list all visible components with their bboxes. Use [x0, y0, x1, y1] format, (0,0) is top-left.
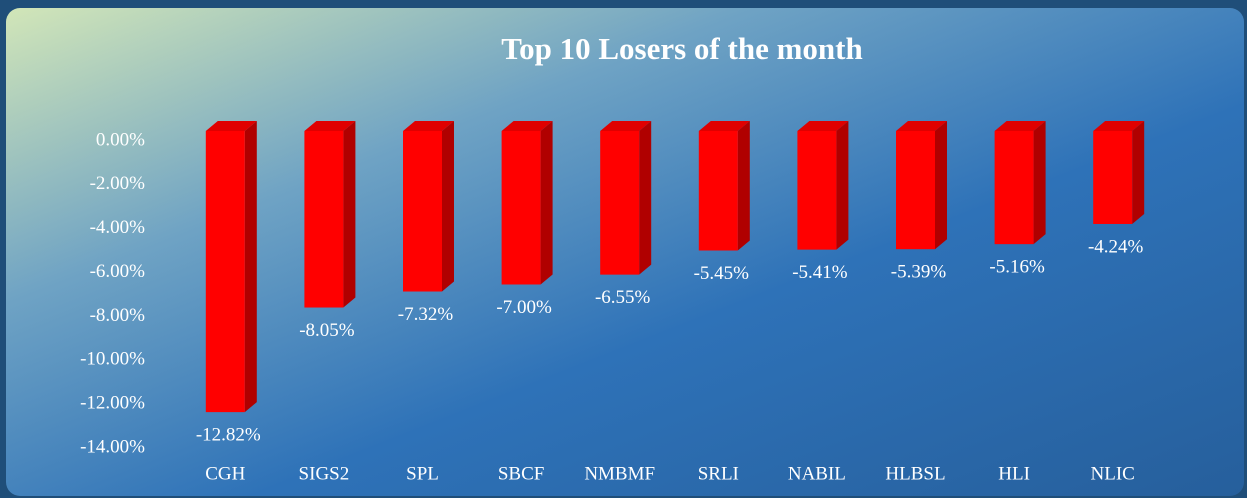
x-tick-label: SPL: [406, 463, 439, 484]
bar-side: [836, 121, 849, 250]
x-tick-label: NMBMF: [584, 463, 655, 484]
bar-side: [639, 121, 652, 275]
bar: [896, 131, 935, 250]
y-tick-label: -4.00%: [90, 217, 146, 238]
data-label: -7.00%: [496, 297, 552, 318]
data-label: -5.41%: [792, 262, 848, 283]
bar-top: [304, 121, 356, 131]
data-label: -8.05%: [299, 320, 355, 341]
y-tick-label: -10.00%: [80, 349, 145, 370]
x-tick-label: HLI: [998, 463, 1030, 484]
y-tick-label: -8.00%: [90, 305, 146, 326]
bar-top: [698, 121, 750, 131]
bar: [205, 131, 245, 413]
data-label: -12.82%: [196, 424, 261, 445]
bar-side: [737, 121, 750, 251]
bar-top: [600, 121, 652, 131]
y-tick-label: -14.00%: [80, 436, 145, 457]
x-tick-label: CGH: [205, 463, 245, 484]
bar: [1093, 131, 1133, 224]
x-tick-label: HLBSL: [885, 463, 945, 484]
bar-side: [1132, 121, 1145, 224]
x-tick-label: NLIC: [1091, 463, 1135, 484]
y-tick-label: -12.00%: [80, 393, 145, 414]
x-tick-label: SBCF: [498, 463, 544, 484]
x-tick-label: SIGS2: [299, 463, 350, 484]
bar-side: [442, 121, 454, 292]
y-tick-label: -6.00%: [90, 261, 146, 282]
x-tick-label: NABIL: [788, 463, 846, 484]
bar-top: [1093, 121, 1145, 131]
bar-top: [896, 121, 947, 131]
data-label: -5.16%: [989, 257, 1045, 278]
data-label: -4.24%: [1088, 236, 1144, 257]
x-tick-label: SRLI: [698, 463, 739, 484]
bar: [501, 131, 541, 285]
bar-top: [797, 121, 849, 131]
bar-top: [994, 121, 1046, 131]
bar: [994, 131, 1034, 245]
bar-side: [244, 121, 257, 413]
bar: [304, 131, 344, 308]
bar: [600, 131, 640, 275]
bar: [797, 131, 837, 250]
data-label: -5.45%: [694, 263, 750, 284]
y-tick-label: 0.00%: [96, 129, 145, 150]
chart-title: Top 10 Losers of the month: [501, 31, 862, 66]
bar-side: [540, 121, 553, 285]
bar: [403, 131, 442, 292]
bar-top: [501, 121, 553, 131]
y-tick-label: -2.00%: [90, 173, 146, 194]
bar-top: [205, 121, 257, 131]
data-label: -6.55%: [595, 287, 651, 308]
bar-top: [403, 121, 454, 131]
bar-side: [1033, 121, 1046, 245]
bar-side: [935, 121, 947, 250]
data-label: -7.32%: [398, 304, 454, 325]
data-label: -5.39%: [891, 262, 947, 283]
bar: [698, 131, 738, 251]
bar-side: [343, 121, 356, 308]
